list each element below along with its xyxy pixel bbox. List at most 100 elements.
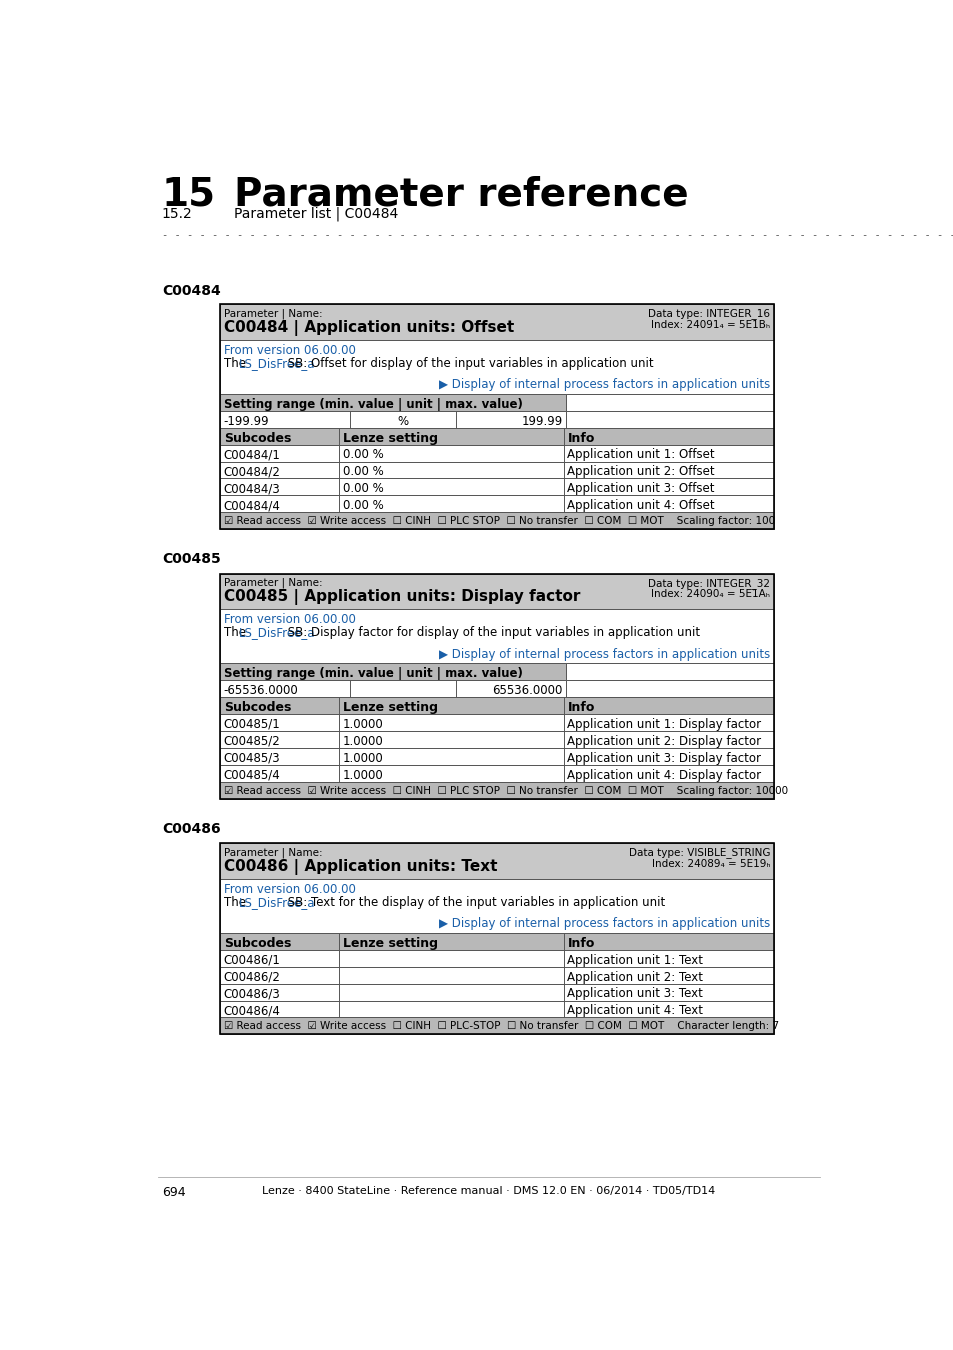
Text: Application unit 1: Text: Application unit 1: Text xyxy=(567,953,702,967)
Text: Index: 24091₄ = 5E1Bₕ: Index: 24091₄ = 5E1Bₕ xyxy=(651,320,769,329)
Text: Data type: VISIBLE_STRING: Data type: VISIBLE_STRING xyxy=(628,848,769,859)
Bar xyxy=(220,714,773,732)
Text: Setting range (min. value | unit | max. value): Setting range (min. value | unit | max. … xyxy=(224,667,522,680)
Text: %: % xyxy=(396,414,408,428)
Text: Application unit 1: Offset: Application unit 1: Offset xyxy=(567,448,715,462)
Text: -199.99: -199.99 xyxy=(224,414,269,428)
Bar xyxy=(220,680,566,697)
Text: Application unit 4: Offset: Application unit 4: Offset xyxy=(567,500,715,512)
Bar xyxy=(220,444,773,462)
Text: From version 06.00.00: From version 06.00.00 xyxy=(224,883,355,895)
Text: Info: Info xyxy=(567,432,594,444)
Text: Parameter | Name:: Parameter | Name: xyxy=(224,578,322,589)
Text: Application unit 2: Offset: Application unit 2: Offset xyxy=(567,466,715,478)
Text: C00486/2: C00486/2 xyxy=(224,971,280,984)
Text: C00484/1: C00484/1 xyxy=(224,448,280,462)
Text: 0.00 %: 0.00 % xyxy=(343,448,383,462)
Text: ☑ Read access  ☑ Write access  ☐ CINH  ☐ PLC STOP  ☐ No transfer  ☐ COM  ☐ MOT  : ☑ Read access ☑ Write access ☐ CINH ☐ PL… xyxy=(224,516,774,526)
Text: Index: 24090₄ = 5E1Aₕ: Index: 24090₄ = 5E1Aₕ xyxy=(651,590,769,599)
Text: Subcodes: Subcodes xyxy=(224,937,291,949)
Bar xyxy=(566,410,773,428)
Text: The: The xyxy=(224,896,250,909)
Bar xyxy=(220,394,566,410)
Text: C00486/1: C00486/1 xyxy=(224,953,280,967)
Bar xyxy=(220,513,773,529)
Bar xyxy=(220,844,773,1034)
Bar xyxy=(220,305,773,340)
Bar xyxy=(220,984,773,1000)
Text: Parameter | Name:: Parameter | Name: xyxy=(224,848,322,857)
Text: Subcodes: Subcodes xyxy=(224,432,291,444)
Text: C00485/4: C00485/4 xyxy=(224,768,280,782)
Bar xyxy=(220,967,773,984)
Text: 0.00 %: 0.00 % xyxy=(343,466,383,478)
Text: C00486/3: C00486/3 xyxy=(224,987,280,1000)
Bar xyxy=(220,782,773,799)
Text: 1.0000: 1.0000 xyxy=(343,768,383,782)
Bar xyxy=(220,410,566,428)
Text: LS_DisFree_a: LS_DisFree_a xyxy=(238,356,315,370)
Text: 1.0000: 1.0000 xyxy=(343,752,383,765)
Text: Application unit 4: Display factor: Application unit 4: Display factor xyxy=(567,768,760,782)
Bar xyxy=(220,949,773,967)
Text: 15.2: 15.2 xyxy=(162,207,193,220)
Text: Lenze · 8400 StateLine · Reference manual · DMS 12.0 EN · 06/2014 · TD05/TD14: Lenze · 8400 StateLine · Reference manua… xyxy=(262,1187,715,1196)
Text: C00484 | Application units: Offset: C00484 | Application units: Offset xyxy=(224,320,514,336)
Text: ▶ Display of internal process factors in application units: ▶ Display of internal process factors in… xyxy=(438,648,769,662)
Text: C00485/1: C00485/1 xyxy=(224,718,280,730)
Text: C00486 | Application units: Text: C00486 | Application units: Text xyxy=(224,859,497,875)
Text: ☑ Read access  ☑ Write access  ☐ CINH  ☐ PLC STOP  ☐ No transfer  ☐ COM  ☐ MOT  : ☑ Read access ☑ Write access ☐ CINH ☐ PL… xyxy=(224,786,787,795)
Text: C00485/3: C00485/3 xyxy=(224,752,280,765)
Text: C00484/2: C00484/2 xyxy=(224,466,280,478)
Text: Lenze setting: Lenze setting xyxy=(343,937,437,949)
Text: 0.00 %: 0.00 % xyxy=(343,500,383,512)
Text: Lenze setting: Lenze setting xyxy=(343,432,437,444)
Text: Application unit 3: Display factor: Application unit 3: Display factor xyxy=(567,752,760,765)
Bar xyxy=(220,1000,773,1018)
Text: Index: 24089₄ = 5E19ₕ: Index: 24089₄ = 5E19ₕ xyxy=(651,859,769,869)
Text: Info: Info xyxy=(567,701,594,714)
Bar xyxy=(220,495,773,513)
Bar xyxy=(220,844,773,879)
Text: C00484: C00484 xyxy=(162,284,220,297)
Bar xyxy=(220,748,773,765)
Text: - - - - - - - - - - - - - - - - - - - - - - - - - - - - - - - - - - - - - - - - : - - - - - - - - - - - - - - - - - - - - … xyxy=(162,230,953,240)
Bar xyxy=(220,340,773,394)
Text: Info: Info xyxy=(567,937,594,949)
Text: 694: 694 xyxy=(162,1187,185,1199)
Bar xyxy=(220,428,773,444)
Text: C00485 | Application units: Display factor: C00485 | Application units: Display fact… xyxy=(224,590,579,605)
Text: Subcodes: Subcodes xyxy=(224,701,291,714)
Bar xyxy=(220,609,773,663)
Text: C00484/3: C00484/3 xyxy=(224,482,280,495)
Text: Lenze setting: Lenze setting xyxy=(343,701,437,714)
Text: 15: 15 xyxy=(162,176,215,213)
Text: The: The xyxy=(224,356,250,370)
Text: From version 06.00.00: From version 06.00.00 xyxy=(224,344,355,356)
Text: LS_DisFree_a: LS_DisFree_a xyxy=(238,626,315,640)
Text: Parameter list | C00484: Parameter list | C00484 xyxy=(233,207,397,221)
Text: Data type: INTEGER_16: Data type: INTEGER_16 xyxy=(648,308,769,319)
Text: -65536.0000: -65536.0000 xyxy=(224,684,298,697)
Text: Data type: INTEGER_32: Data type: INTEGER_32 xyxy=(648,578,769,589)
Bar xyxy=(220,478,773,495)
Text: Application unit 3: Offset: Application unit 3: Offset xyxy=(567,482,714,495)
Text: C00484/4: C00484/4 xyxy=(224,500,280,512)
Bar xyxy=(220,1018,773,1034)
Text: 65536.0000: 65536.0000 xyxy=(492,684,562,697)
Text: SB: Display factor for display of the input variables in application unit: SB: Display factor for display of the in… xyxy=(284,626,700,640)
Text: Application unit 4: Text: Application unit 4: Text xyxy=(567,1004,702,1018)
Bar xyxy=(220,879,773,933)
Bar xyxy=(566,394,773,410)
Text: SB: Offset for display of the input variables in application unit: SB: Offset for display of the input vari… xyxy=(284,356,653,370)
Bar xyxy=(220,574,773,799)
Text: ▶ Display of internal process factors in application units: ▶ Display of internal process factors in… xyxy=(438,918,769,930)
Text: 1.0000: 1.0000 xyxy=(343,718,383,730)
Text: C00486/4: C00486/4 xyxy=(224,1004,280,1018)
Text: C00486: C00486 xyxy=(162,822,220,836)
Bar xyxy=(220,933,773,949)
Text: C00485: C00485 xyxy=(162,552,220,567)
Bar xyxy=(220,462,773,478)
Bar xyxy=(566,680,773,697)
Bar xyxy=(220,574,773,609)
